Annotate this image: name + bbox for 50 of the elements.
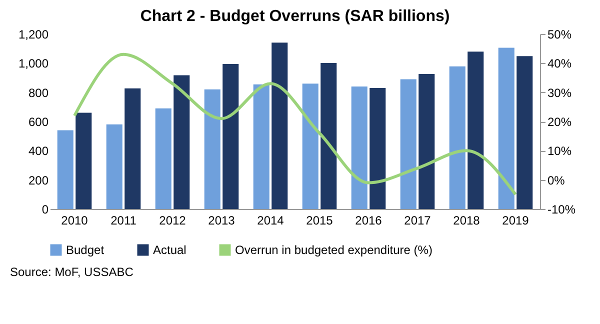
chart-title: Chart 2 - Budget Overruns (SAR billions) (140, 8, 450, 25)
bar (253, 84, 270, 209)
bar (272, 42, 288, 209)
bar (498, 48, 514, 209)
legend-label: Overrun in budgeted expenditure (%) (235, 243, 432, 257)
y2-tick-label: 10% (548, 144, 572, 158)
bar (516, 56, 533, 209)
bar (76, 112, 92, 209)
legend-label: Budget (66, 243, 105, 257)
x-tick-label: 2013 (208, 214, 236, 228)
x-tick-label: 2018 (453, 214, 480, 228)
bar (370, 88, 386, 209)
x-tick-label: 2014 (257, 214, 284, 228)
y-tick-label: 200 (28, 173, 49, 188)
y-tick-label: 600 (28, 115, 49, 129)
line-series (73, 52, 517, 196)
bar (351, 86, 368, 209)
bar (418, 74, 435, 209)
bar (204, 89, 220, 209)
x-tick-label: 2011 (110, 214, 137, 228)
x-tick-label: 2017 (404, 214, 432, 228)
bar (302, 84, 318, 209)
bar (174, 75, 190, 209)
x-tick-label: 2019 (502, 214, 530, 228)
source-note: Source: MoF, USSABC (10, 265, 134, 279)
bar (155, 108, 172, 209)
bar (468, 52, 484, 209)
y-tick-label: 1,000 (18, 56, 49, 71)
y-tick-label: 0 (42, 202, 49, 216)
y2-tick-label: 50% (548, 28, 572, 42)
bar (106, 124, 122, 209)
bar (57, 130, 74, 209)
bar (222, 64, 239, 209)
y-tick-label: 1,200 (18, 28, 49, 42)
x-tick-label: 2015 (306, 214, 334, 228)
y2-tick-label: 40% (548, 56, 572, 71)
y-tick-label: 400 (28, 144, 49, 158)
y2-tick-label: -10% (548, 202, 576, 216)
y2-tick-label: 30% (548, 86, 572, 100)
y-tick-label: 800 (28, 86, 49, 100)
bar (320, 63, 337, 209)
bar (124, 88, 141, 209)
bar (449, 66, 466, 209)
y2-tick-label: 20% (548, 115, 572, 129)
bar (400, 79, 416, 209)
legend-label: Actual (153, 243, 186, 257)
x-tick-label: 2016 (355, 214, 382, 228)
x-tick-label: 2010 (61, 214, 88, 228)
x-tick-label: 2012 (159, 214, 186, 228)
y2-tick-label: 0% (548, 173, 566, 188)
